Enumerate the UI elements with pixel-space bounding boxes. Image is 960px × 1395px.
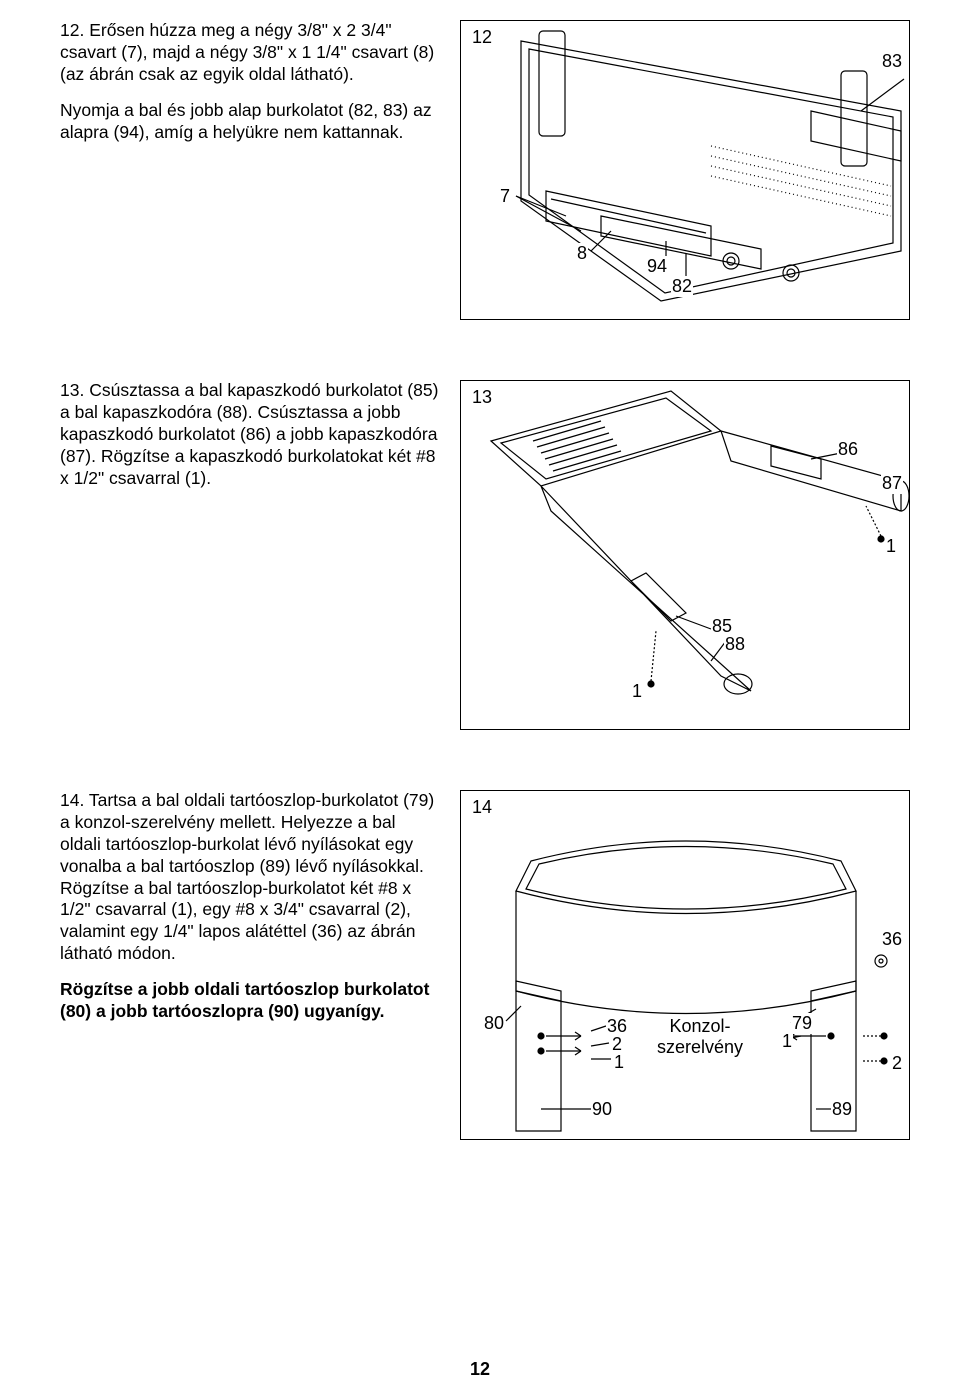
fig-label: 1 <box>631 681 643 702</box>
step-14-text: 14. Tartsa a bal oldali tartóoszlop-burk… <box>60 790 460 1140</box>
step-13-text: 13. Csúsztassa a bal kapaszkodó burkolat… <box>60 380 460 730</box>
fig-label: 14 <box>471 797 493 818</box>
figure-14-svg <box>461 791 911 1141</box>
fig-label: 1 <box>613 1052 625 1073</box>
fig-label: 82 <box>671 276 693 297</box>
fig-label: 1 <box>885 536 897 557</box>
step-13: 13. Csúsztassa a bal kapaszkodó burkolat… <box>60 380 910 730</box>
figure-14: 14 36 80 36 2 1 Konzol- szerelvény 79 1 … <box>460 790 910 1140</box>
fig-label: 89 <box>831 1099 853 1120</box>
step-13-p1: Csúsztassa a bal kapaszkodó burkolatot (… <box>60 380 438 488</box>
step-12-p1: Erősen húzza meg a négy 3/8" x 2 3/4" cs… <box>60 20 434 84</box>
figure-13-svg <box>461 381 911 731</box>
fig-label: 1 <box>781 1031 793 1052</box>
fig-label: 90 <box>591 1099 613 1120</box>
fig-label: 13 <box>471 387 493 408</box>
fig-label: 87 <box>881 473 903 494</box>
step-num: 14. <box>60 790 84 810</box>
fig-label: 80 <box>483 1013 505 1034</box>
step-14-p1: Tartsa a bal oldali tartóoszlop-burkolat… <box>60 790 434 963</box>
page-number: 12 <box>0 1359 960 1380</box>
step-14: 14. Tartsa a bal oldali tartóoszlop-burk… <box>60 790 910 1140</box>
fig-label: 83 <box>881 51 903 72</box>
fig-label: 7 <box>499 186 511 207</box>
fig-label: Konzol- szerelvény <box>656 1016 744 1058</box>
step-14-bold: Rögzítse a jobb oldali tartóoszlop burko… <box>60 979 440 1023</box>
step-12: 12. Erősen húzza meg a négy 3/8" x 2 3/4… <box>60 20 910 320</box>
fig-label: 94 <box>646 256 668 277</box>
fig-label: 88 <box>724 634 746 655</box>
step-12-text: 12. Erősen húzza meg a négy 3/8" x 2 3/4… <box>60 20 460 320</box>
figure-12: 12 83 7 8 94 82 <box>460 20 910 320</box>
step-num: 13. <box>60 380 84 400</box>
fig-label: 2 <box>891 1053 903 1074</box>
fig-label: 79 <box>791 1013 813 1034</box>
figure-13: 13 86 87 1 85 88 1 <box>460 380 910 730</box>
fig-label: 12 <box>471 27 493 48</box>
manual-page: 12. Erősen húzza meg a négy 3/8" x 2 3/4… <box>0 0 960 1220</box>
step-num: 12. <box>60 20 84 40</box>
fig-label: 86 <box>837 439 859 460</box>
fig-label: 36 <box>881 929 903 950</box>
fig-label: 8 <box>576 243 588 264</box>
step-12-p2: Nyomja a bal és jobb alap burkolatot (82… <box>60 100 440 144</box>
